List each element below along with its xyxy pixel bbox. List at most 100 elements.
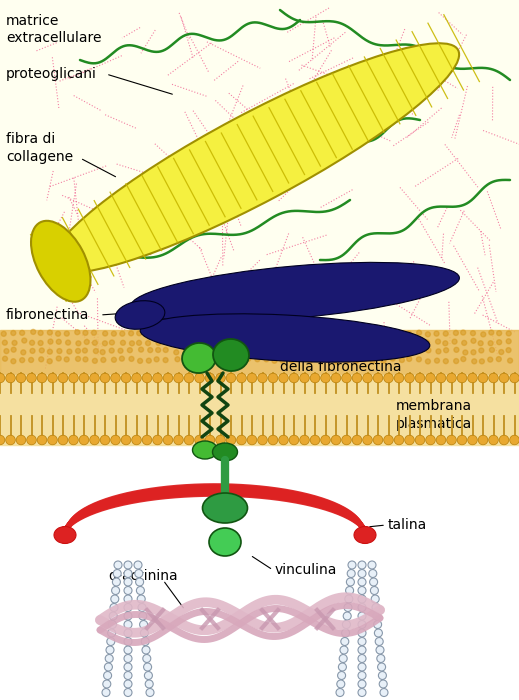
Circle shape [146, 358, 152, 363]
Text: α-actinina: α-actinina [108, 569, 177, 583]
Circle shape [292, 347, 297, 352]
Circle shape [209, 330, 214, 335]
Circle shape [343, 620, 350, 629]
Circle shape [506, 331, 511, 336]
Circle shape [337, 349, 342, 354]
Circle shape [258, 435, 267, 444]
Circle shape [291, 332, 296, 337]
Circle shape [20, 358, 25, 363]
Circle shape [318, 358, 323, 363]
Circle shape [228, 358, 233, 363]
Circle shape [106, 646, 114, 654]
Circle shape [358, 629, 366, 637]
Circle shape [338, 663, 346, 671]
Circle shape [142, 435, 152, 444]
Circle shape [405, 435, 414, 444]
Circle shape [47, 358, 52, 364]
Circle shape [426, 348, 431, 353]
Circle shape [336, 689, 344, 696]
Circle shape [268, 373, 278, 383]
Circle shape [6, 435, 15, 444]
Circle shape [218, 340, 223, 344]
Circle shape [400, 348, 404, 353]
Circle shape [282, 330, 286, 335]
Circle shape [342, 435, 351, 444]
Circle shape [69, 435, 78, 444]
Circle shape [141, 629, 148, 637]
Circle shape [58, 435, 68, 444]
Circle shape [47, 330, 52, 335]
Circle shape [237, 330, 242, 335]
Circle shape [400, 358, 404, 363]
Circle shape [228, 348, 233, 353]
Circle shape [56, 356, 61, 361]
Circle shape [447, 435, 456, 444]
Circle shape [301, 349, 306, 354]
Circle shape [39, 348, 44, 353]
Circle shape [426, 359, 430, 364]
Circle shape [142, 646, 150, 654]
Circle shape [148, 348, 153, 353]
Circle shape [29, 358, 34, 363]
Circle shape [124, 671, 132, 680]
Circle shape [184, 373, 194, 383]
Circle shape [299, 330, 304, 335]
Circle shape [113, 578, 120, 586]
Circle shape [436, 373, 446, 383]
Circle shape [134, 561, 142, 569]
Circle shape [148, 330, 153, 335]
Circle shape [478, 373, 488, 383]
Circle shape [354, 338, 359, 343]
Circle shape [258, 373, 267, 383]
Circle shape [76, 349, 80, 354]
Circle shape [373, 435, 383, 444]
Circle shape [457, 373, 467, 383]
Circle shape [347, 570, 355, 578]
Circle shape [0, 435, 5, 444]
Circle shape [38, 330, 43, 335]
Circle shape [216, 435, 225, 444]
Circle shape [310, 373, 320, 383]
Circle shape [136, 587, 144, 594]
Circle shape [200, 330, 205, 335]
Circle shape [64, 331, 69, 336]
Circle shape [145, 341, 151, 346]
Circle shape [362, 349, 366, 354]
Circle shape [489, 330, 494, 335]
Circle shape [488, 357, 493, 362]
Circle shape [163, 373, 173, 383]
Ellipse shape [354, 526, 376, 543]
Circle shape [26, 373, 36, 383]
Circle shape [264, 357, 269, 362]
Circle shape [220, 348, 225, 353]
Circle shape [435, 339, 441, 344]
Circle shape [341, 638, 349, 645]
Circle shape [90, 373, 99, 383]
Circle shape [265, 340, 269, 344]
Circle shape [426, 373, 435, 383]
Circle shape [489, 347, 495, 352]
Circle shape [346, 578, 354, 586]
Circle shape [417, 330, 421, 335]
Circle shape [166, 329, 170, 334]
Text: matrice
extracellulare: matrice extracellulare [6, 14, 102, 46]
Text: recettore
della fibronectina: recettore della fibronectina [280, 342, 402, 374]
Circle shape [368, 561, 376, 569]
Circle shape [380, 689, 388, 696]
Circle shape [358, 595, 366, 603]
Circle shape [205, 373, 215, 383]
Text: proteoglicani: proteoglicani [6, 67, 97, 81]
Circle shape [274, 330, 279, 335]
Circle shape [114, 561, 122, 569]
Ellipse shape [115, 301, 165, 329]
Circle shape [308, 339, 313, 344]
Circle shape [408, 340, 414, 345]
Circle shape [434, 331, 439, 336]
Circle shape [321, 435, 330, 444]
Circle shape [374, 620, 381, 629]
Circle shape [228, 341, 233, 346]
Circle shape [135, 578, 144, 586]
Circle shape [478, 435, 488, 444]
Ellipse shape [213, 339, 249, 371]
Circle shape [325, 347, 330, 352]
